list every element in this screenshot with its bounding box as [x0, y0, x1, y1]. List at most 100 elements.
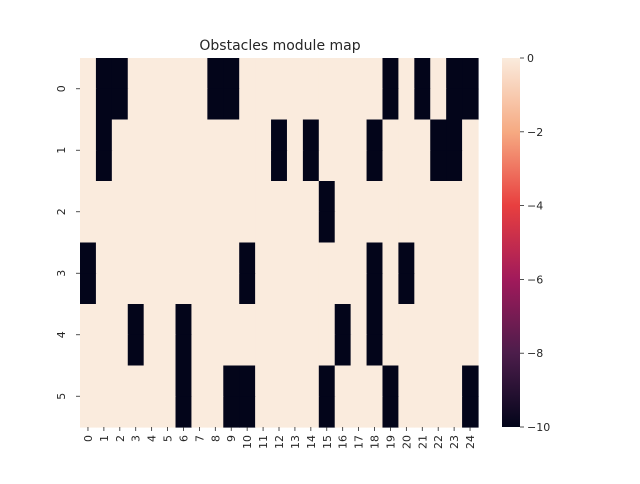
x-tick-label: 21	[416, 435, 429, 449]
heatmap-cell	[191, 58, 208, 90]
heatmap-cell-obstacle	[95, 119, 113, 151]
heatmap-cell	[191, 88, 208, 121]
heatmap-cell	[382, 211, 399, 244]
heatmap-cell	[286, 273, 304, 305]
heatmap-cell	[366, 88, 384, 121]
heatmap-cell	[223, 150, 240, 182]
heatmap-cell	[302, 334, 320, 367]
heatmap-cell	[255, 58, 272, 90]
heatmap-cell-obstacle	[366, 150, 384, 182]
x-tick-label: 24	[464, 435, 477, 449]
heatmap-cell	[350, 273, 368, 305]
heatmap-cell	[255, 242, 272, 274]
heatmap-cell	[286, 181, 304, 213]
heatmap-cell-obstacle	[223, 58, 240, 90]
heatmap-cell	[430, 365, 447, 397]
heatmap-cell	[271, 365, 288, 397]
heatmap-cell	[430, 334, 447, 367]
heatmap-cell	[127, 365, 145, 397]
heatmap-cell	[286, 211, 304, 244]
x-tick-label: 18	[369, 435, 382, 449]
heatmap-cell-obstacle	[398, 242, 415, 274]
heatmap-cell	[207, 242, 224, 274]
heatmap-cell	[446, 211, 463, 244]
heatmap-cell	[462, 150, 479, 182]
heatmap-cell	[111, 334, 129, 367]
x-tick-label: 19	[384, 435, 397, 449]
heatmap-cell	[414, 150, 431, 182]
x-tick-label: 4	[146, 435, 159, 442]
heatmap-cell	[255, 304, 272, 336]
heatmap-cell	[446, 304, 463, 336]
heatmap-cell-obstacle	[318, 211, 336, 244]
heatmap-cell	[255, 273, 272, 305]
heatmap-cell-obstacle	[207, 58, 224, 90]
heatmap-cell	[382, 273, 399, 305]
heatmap-cell	[111, 242, 129, 274]
heatmap-cell-obstacle	[318, 181, 336, 213]
heatmap-cell	[207, 181, 224, 213]
heatmap-cell	[239, 119, 256, 151]
heatmap-cell	[80, 334, 97, 367]
heatmap-cell	[366, 365, 384, 397]
heatmap-cell	[382, 304, 399, 336]
heatmap-cell	[159, 119, 177, 151]
heatmap-cell	[366, 181, 384, 213]
heatmap-cell	[80, 211, 97, 244]
heatmap-cell	[223, 119, 240, 151]
heatmap-cell-obstacle	[318, 365, 336, 397]
heatmap-cell	[382, 242, 399, 274]
heatmap-cell	[191, 242, 208, 274]
heatmap-cell	[127, 88, 145, 121]
heatmap-cell	[430, 396, 447, 428]
heatmap-cell	[462, 119, 479, 151]
heatmap-cell	[430, 242, 447, 274]
x-tick-label: 5	[162, 435, 175, 442]
heatmap-cell	[143, 211, 161, 244]
heatmap-cell	[223, 304, 240, 336]
heatmap-cell-obstacle	[462, 396, 479, 428]
heatmap-cell	[430, 181, 447, 213]
heatmap-cell	[175, 58, 193, 90]
heatmap-cell	[334, 181, 352, 213]
heatmap-cell	[366, 396, 384, 428]
heatmap-cell	[334, 211, 352, 244]
heatmap-cell	[127, 242, 145, 274]
heatmap-cell	[446, 273, 463, 305]
heatmap-cell-obstacle	[318, 396, 336, 428]
x-tick-label: 7	[193, 435, 206, 442]
heatmap-cell-obstacle	[239, 396, 256, 428]
y-axis-ticks: 0 1 2 3 4 5	[55, 85, 80, 400]
heatmap-cell-obstacle	[382, 58, 399, 90]
heatmap-cell	[414, 273, 431, 305]
heatmap-cell	[95, 365, 113, 397]
heatmap-cell	[350, 242, 368, 274]
heatmap-cell-obstacle	[366, 273, 384, 305]
heatmap-cell	[255, 334, 272, 367]
x-tick-label: 11	[257, 435, 270, 449]
heatmap-cell	[143, 334, 161, 367]
colorbar-tick-label: −6	[527, 273, 543, 286]
heatmap-cell	[350, 88, 368, 121]
y-tick-label: 4	[55, 331, 68, 338]
heatmap-cell-obstacle	[366, 119, 384, 151]
heatmap-cell	[302, 273, 320, 305]
heatmap-cell	[318, 304, 336, 336]
heatmap-cell	[302, 242, 320, 274]
heatmap-cell-obstacle	[271, 119, 288, 151]
heatmap-cell	[175, 273, 193, 305]
heatmap-cell	[271, 396, 288, 428]
heatmap-cell	[430, 58, 447, 90]
y-tick-label: 2	[55, 208, 68, 215]
heatmap-cells	[80, 58, 479, 428]
heatmap-cell	[175, 242, 193, 274]
heatmap-cell-obstacle	[414, 58, 431, 90]
heatmap-cell	[223, 334, 240, 367]
heatmap-cell	[350, 334, 368, 367]
x-tick-label: 22	[432, 435, 445, 449]
heatmap-cell	[207, 150, 224, 182]
heatmap-cell-obstacle	[127, 304, 145, 336]
heatmap-cell	[191, 119, 208, 151]
heatmap-cell-obstacle	[382, 88, 399, 121]
